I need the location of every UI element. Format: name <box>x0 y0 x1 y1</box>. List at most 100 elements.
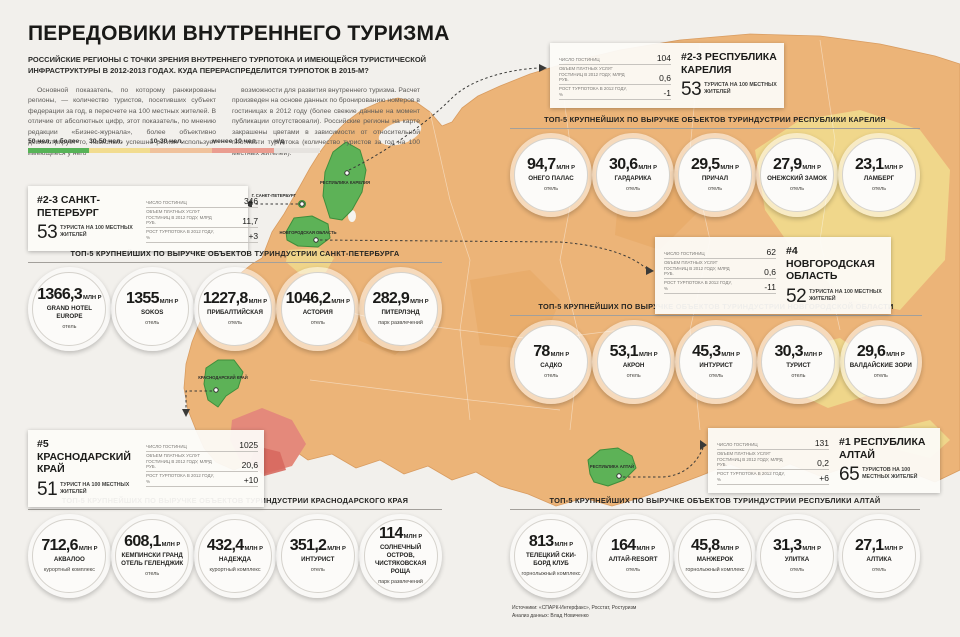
footer-analysis: Анализ данных: Влад Новиченко <box>512 613 589 619</box>
legend-swatch-peach <box>150 148 212 153</box>
stat-label: ЧИСЛО ГОСТИНИЦ <box>664 251 705 257</box>
bubble-type: отель <box>62 324 77 331</box>
region-card-spb: #2-3 САНКТ-ПЕТЕРБУРГ 53 ТУРИСТА НА 100 МЕ… <box>28 186 259 251</box>
legend-item: 30-50 чел. <box>89 138 150 153</box>
stat-label: ОБЪЕМ ПЛАТНЫХ УСЛУГ ГОСТИНИЦ В 2012 ГОДУ… <box>146 209 212 226</box>
revenue-bubble: 27,9МЛН Р ОНЕЖСКИЙ ЗАМОК отель <box>756 133 838 217</box>
bubble-unit: МЛН Р <box>636 545 656 552</box>
stat-row: ЧИСЛО ГОСТИНИЦ 346 <box>146 195 259 208</box>
region-rank-name: #4 НОВГОРОДСКАЯ ОБЛАСТЬ <box>786 245 875 283</box>
bubble-type: отель <box>871 186 887 193</box>
bubble-type: отель <box>873 373 888 380</box>
revenue-bubble: 164МЛН Р АЛТАЙ-RESORT отель <box>592 514 674 598</box>
legend-label: 50 чел. и более <box>28 138 80 145</box>
revenue-bubble: 1366,3МЛН Р GRAND HOTEL EUROPE отель <box>28 267 111 351</box>
region-stats-table: ЧИСЛО ГОСТИНИЦ 104 ОБЪЕМ ПЛАТНЫХ УСЛУГ ГО… <box>559 52 671 100</box>
bubble-value: 813 <box>528 532 554 550</box>
header: ПЕРЕДОВИКИ ВНУТРЕННЕГО ТУРИЗМА РОССИЙСКИ… <box>28 22 456 159</box>
region-card-novgorod: ЧИСЛО ГОСТИНИЦ 62 ОБЪЕМ ПЛАТНЫХ УСЛУГ ГОС… <box>655 237 891 314</box>
revenue-bubble: 351,2МЛН Р ИНТУРИСТ отель <box>276 514 360 598</box>
bubble-name: ОНЕЖСКИЙ ЗАМОК <box>767 174 827 182</box>
bubble-unit: МЛН Р <box>161 541 181 548</box>
divider <box>510 315 922 316</box>
bubble-unit: МЛН Р <box>884 545 903 552</box>
bubble-name: ПРИЧАЛ <box>701 174 729 182</box>
stat-label: РОСТ ТУРПОТОКА В 2012 ГОДУ, % <box>717 471 785 482</box>
bubble-type: отель <box>145 320 160 327</box>
bubble-name: ВАЛДАЙСКИЕ ЗОРИ <box>849 361 912 369</box>
region-rank-name: #1 РЕСПУБЛИКА АЛТАЙ <box>839 436 926 461</box>
stat-value: 346 <box>243 196 259 206</box>
divider <box>510 509 920 510</box>
divider <box>510 128 920 129</box>
bubble-type: отель <box>789 567 805 574</box>
stat-value: 0,6 <box>764 267 776 278</box>
revenue-bubble: 29,6МЛН Р ВАЛДАЙСКИЕ ЗОРИ отель <box>839 320 923 404</box>
bubble-type: курортный комплекс <box>209 567 261 574</box>
bubble-name: ИНТУРИСТ <box>301 555 335 563</box>
bubble-name: ТУРИСТ <box>786 361 811 369</box>
bubble-name: АКВАЛОО <box>53 555 85 563</box>
bubble-value: 1227,8 <box>202 289 248 307</box>
bubble-value: 282,9 <box>372 289 410 307</box>
top5-section-altai: ТОП-5 КРУПНЕЙШИХ ПО ВЫРУЧКЕ ОБЪЕКТОВ ТУР… <box>510 496 920 598</box>
bubble-type: отель <box>625 567 641 574</box>
bubble-value: 23,1 <box>855 155 884 173</box>
bubble-type: горнолыжный комплекс <box>685 567 745 574</box>
connector-altai <box>623 447 704 478</box>
bubble-unit: МЛН Р <box>721 351 740 358</box>
bubble-name: АСТОРИЯ <box>302 308 333 316</box>
region-stats-table: ЧИСЛО ГОСТИНИЦ 1025 ОБЪЕМ ПЛАТНЫХ УСЛУГ Г… <box>146 439 259 499</box>
footer-sources: Источники: «СПАРК-Интерфакс», Росстат, Р… <box>512 605 637 611</box>
intro-text: Основной показатель, по которому ранжиро… <box>28 86 456 160</box>
bubble-type: отель <box>708 373 724 380</box>
bubble-type: отель <box>544 373 559 380</box>
arrow-altai <box>700 440 707 450</box>
connector-novgorod <box>319 239 649 271</box>
stat-value: -1 <box>663 87 671 98</box>
intro-column-1: Основной показатель, по которому ранжиро… <box>28 86 216 157</box>
map-label-karelia: РЕСПУБЛИКА КАРЕЛИЯ <box>320 180 370 185</box>
bubble-type: отель <box>310 567 325 574</box>
tourists-caption: ТУРИСТА НА 100 МЕСТНЫХ ЖИТЕЛЕЙ <box>704 82 777 96</box>
revenue-bubble: 712,6МЛН Р АКВАЛОО курортный комплекс <box>28 514 111 598</box>
dot-novgorod <box>313 237 319 243</box>
dot-karelia <box>344 170 350 176</box>
bubble-value: 712,6 <box>41 536 78 554</box>
bubble-name: КЕМПИНСКИ ГРАНД ОТЕЛЬ ГЕЛЕНДЖИК <box>121 551 184 567</box>
stat-value: 1025 <box>239 440 259 450</box>
revenue-bubble: 27,1МЛН Р АЛТИКА отель <box>838 514 920 598</box>
stat-label: РОСТ ТУРПОТОКА В 2012 ГОДУ, % <box>146 229 214 240</box>
bubble-value: 27,9 <box>773 155 802 173</box>
legend-label: менее 10 чел. <box>212 138 258 145</box>
arrow-spb <box>244 200 252 208</box>
bubble-value: 30,3 <box>774 342 803 360</box>
bubble-type: отель <box>791 373 806 380</box>
stat-label: РОСТ ТУРПОТОКА В 2012 ГОДУ, % <box>664 280 732 291</box>
bubble-unit: МЛН Р <box>159 298 179 305</box>
legend-item: 50 чел. и более <box>28 138 89 153</box>
stat-value: -11 <box>764 281 776 292</box>
bubble-type: парк развлечений <box>378 579 423 586</box>
stat-row: ЧИСЛО ГОСТИНИЦ 131 <box>717 437 829 450</box>
bubble-type: горнолыжный комплекс <box>521 571 581 578</box>
bubble-value: 45,8 <box>691 536 720 554</box>
arrow-krasnodar <box>182 409 190 417</box>
connector-krasnodar <box>185 390 212 408</box>
bubble-unit: МЛН Р <box>802 164 821 171</box>
region-karelia <box>322 141 367 221</box>
stat-row: РОСТ ТУРПОТОКА В 2012 ГОДУ, % +3 <box>146 228 259 243</box>
bubble-value: 1366,3 <box>37 285 82 303</box>
bubble-type: отель <box>145 571 160 578</box>
bubble-unit: МЛН Р <box>403 533 423 540</box>
stat-row: РОСТ ТУРПОТОКА В 2012 ГОДУ, % -11 <box>664 279 776 294</box>
region-rank-name: #2-3 РЕСПУБЛИКА КАРЕЛИЯ <box>681 51 777 76</box>
stat-value: 0,6 <box>659 73 671 84</box>
tourists-caption: ТУРИСТ НА 100 МЕСТНЫХ ЖИТЕЛЕЙ <box>60 481 130 495</box>
bubble-unit: МЛН Р <box>720 164 739 171</box>
bubble-type: отель <box>543 186 559 193</box>
bubble-unit: МЛН Р <box>331 298 350 305</box>
divider <box>28 509 442 510</box>
revenue-bubble: 1227,8МЛН Р ПРИБАЛТИЙСКАЯ отель <box>193 267 277 351</box>
